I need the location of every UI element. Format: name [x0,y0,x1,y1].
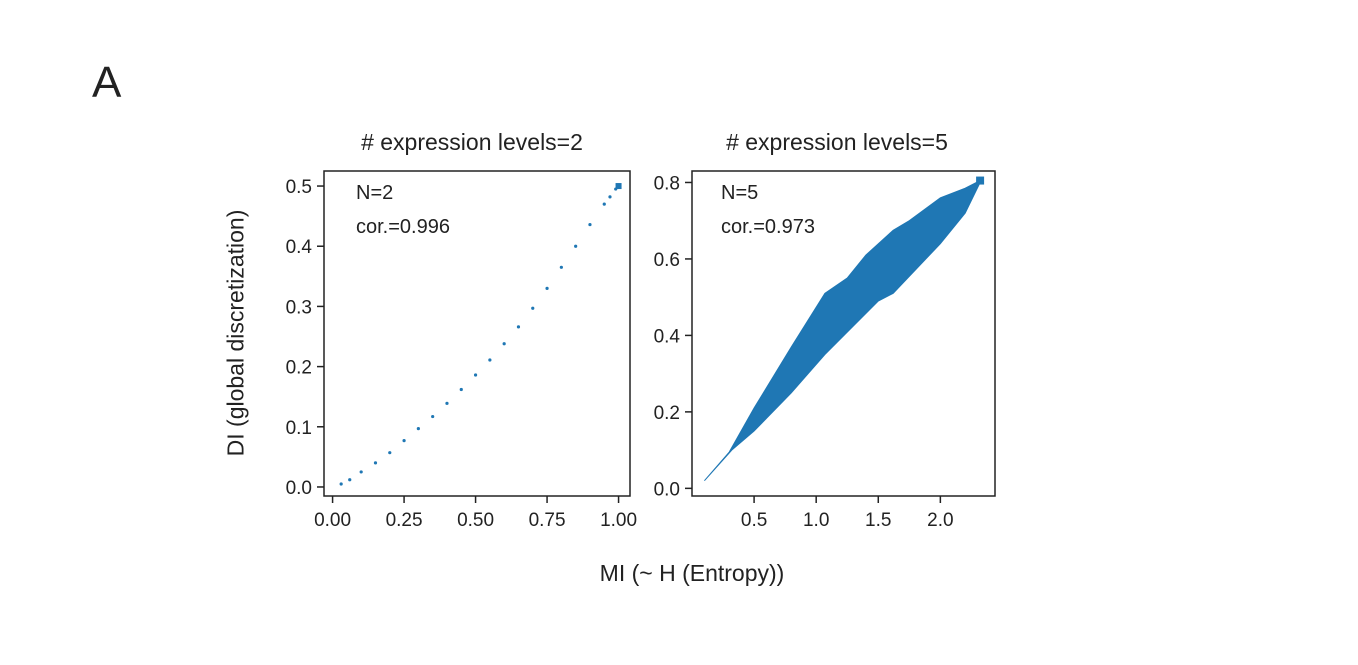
y-tick-label: 0.2 [654,403,680,424]
plot-frame [691,170,996,497]
y-tick-label: 0.4 [654,326,681,347]
x-tick-label: 0.25 [386,510,423,531]
subplot-title: # expression levels=5 [726,129,948,155]
data-point [402,439,406,443]
n-annotation: N=5 [721,182,758,204]
data-point [531,306,535,310]
data-point [459,387,463,392]
data-point [348,478,352,482]
x-tick-label: 1.0 [803,510,829,531]
x-tick-label: 0.00 [314,510,351,531]
data-point [445,401,449,405]
y-tick-label: 0.4 [286,237,313,258]
shared-x-axis-label: MI (~ H (Entropy)) [599,560,785,586]
point-cloud [704,179,981,482]
subplot-expression-levels-5: # expression levels=5 N=5 cor.=0.973 0.5… [654,129,996,531]
x-tick-label: 0.75 [529,510,566,531]
panel-letter: A [92,58,122,107]
y-tick-label: 0.8 [654,173,680,194]
n-annotation: N=2 [356,182,393,204]
data-point [516,325,521,329]
x-tick-label: 1.5 [865,510,891,531]
subplot-title: # expression levels=2 [361,129,583,155]
data-point [502,342,506,346]
x-tick-label: 1.00 [600,510,637,531]
data-point [588,222,592,227]
y-tick-label: 0.3 [286,297,312,318]
correlation-annotation: cor.=0.996 [356,216,450,238]
data-point [431,414,435,419]
data-point [473,373,478,377]
y-tick-label: 0.0 [286,478,312,499]
data-point [602,202,606,206]
data-point [574,244,578,248]
data-point [373,461,378,465]
x-tick-label: 2.0 [927,510,953,531]
data-point [559,265,563,269]
y-tick-label: 0.5 [286,177,312,198]
data-point [488,358,492,362]
data-point [545,286,549,290]
data-point [359,470,363,474]
subplot-expression-levels-2: # expression levels=2 N=2 cor.=0.996 0.0… [286,129,637,531]
data-point [416,426,420,431]
data-point [339,482,343,486]
plot-frame [323,170,631,497]
data-point-cluster [615,183,622,190]
y-tick-label: 0.6 [654,250,680,271]
correlation-annotation: cor.=0.973 [721,216,815,238]
y-tick-label: 0.1 [286,418,312,439]
y-tick-label: 0.2 [286,358,312,379]
data-point-cluster [976,176,985,185]
data-point [388,451,392,455]
x-tick-label: 0.50 [457,510,494,531]
x-tick-label: 0.5 [741,510,767,531]
y-tick-label: 0.0 [654,479,680,500]
data-point [608,195,612,199]
